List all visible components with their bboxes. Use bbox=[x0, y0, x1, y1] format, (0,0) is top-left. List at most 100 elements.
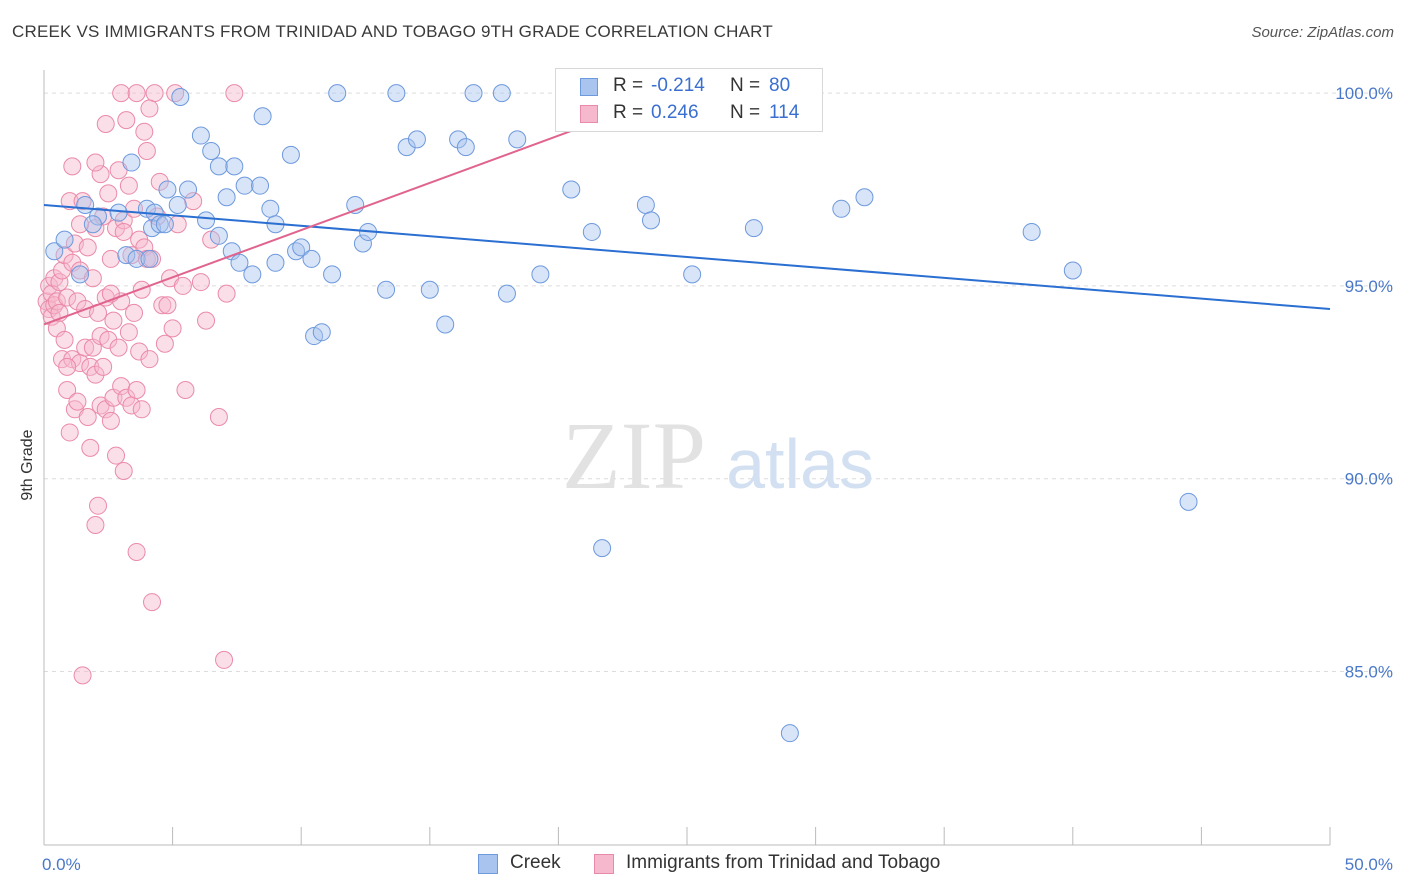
tt-point bbox=[101, 249, 120, 268]
creek-point bbox=[744, 219, 763, 238]
creek-point bbox=[197, 211, 216, 230]
tt-point bbox=[132, 400, 151, 419]
tt-point bbox=[78, 408, 97, 427]
tt-point bbox=[94, 207, 113, 226]
tt-point bbox=[112, 377, 131, 396]
tt-point bbox=[163, 319, 182, 338]
creek-point bbox=[179, 180, 198, 199]
tt-point bbox=[127, 381, 146, 400]
tt-point bbox=[99, 330, 118, 349]
tt-point bbox=[94, 357, 113, 376]
creek-point bbox=[531, 265, 550, 284]
legend-label-creek: Creek bbox=[510, 852, 561, 873]
tt-point bbox=[81, 438, 100, 457]
creek-point bbox=[83, 215, 102, 234]
creek-point bbox=[251, 176, 270, 195]
tt-point bbox=[197, 311, 216, 330]
source-label: Source: ZipAtlas.com bbox=[1251, 24, 1394, 41]
creek-point bbox=[407, 130, 426, 149]
creek-point bbox=[225, 157, 244, 176]
tt-point bbox=[107, 446, 126, 465]
creek-point bbox=[243, 265, 262, 284]
tt-point bbox=[119, 176, 138, 195]
tt-point bbox=[58, 288, 77, 307]
creek-point bbox=[122, 153, 141, 172]
creek-point bbox=[155, 215, 174, 234]
tt-point bbox=[101, 411, 120, 430]
tt-point bbox=[215, 650, 234, 669]
creek-point bbox=[497, 284, 516, 303]
tt-point bbox=[112, 84, 131, 103]
tt-point bbox=[209, 408, 228, 427]
tt-point bbox=[53, 261, 72, 280]
tt-point bbox=[117, 111, 136, 130]
tt-point bbox=[86, 515, 105, 534]
creek-point bbox=[71, 265, 90, 284]
creek-point bbox=[464, 84, 483, 103]
creek-point bbox=[377, 280, 396, 299]
creek-point bbox=[397, 138, 416, 157]
tt-point bbox=[68, 292, 87, 311]
y-tick-label: 95.0% bbox=[1345, 277, 1393, 296]
creek-swatch bbox=[478, 854, 498, 874]
tt-point bbox=[86, 153, 105, 172]
legend-r-label: R = bbox=[613, 75, 644, 96]
creek-point bbox=[683, 265, 702, 284]
tt-point bbox=[68, 392, 87, 411]
tt-point bbox=[176, 381, 195, 400]
tt-point bbox=[114, 222, 133, 241]
creek-point bbox=[127, 249, 146, 268]
creek-point bbox=[449, 130, 468, 149]
tt-point bbox=[71, 215, 90, 234]
legend-n-label: N = bbox=[730, 102, 761, 123]
creek-point bbox=[230, 253, 249, 272]
tt-point bbox=[96, 114, 115, 133]
tt-point bbox=[73, 666, 92, 685]
creek-point bbox=[636, 195, 655, 214]
tt-point bbox=[217, 284, 236, 303]
tt-point bbox=[104, 311, 123, 330]
creek-point bbox=[323, 265, 342, 284]
creek-point bbox=[855, 188, 874, 207]
tt-point bbox=[135, 122, 154, 141]
tt-point bbox=[91, 165, 110, 184]
tt-point bbox=[127, 84, 146, 103]
tt-point bbox=[132, 280, 151, 299]
creek-swatch bbox=[580, 78, 598, 96]
y-tick-label: 85.0% bbox=[1345, 662, 1393, 681]
creek-point bbox=[209, 157, 228, 176]
tt-point bbox=[86, 365, 105, 384]
x-tick-label: 0.0% bbox=[42, 855, 81, 874]
creek-point bbox=[117, 246, 136, 265]
creek-point bbox=[209, 226, 228, 245]
creek-point bbox=[562, 180, 581, 199]
tt-point bbox=[143, 593, 162, 612]
tt-point bbox=[137, 141, 156, 160]
tt-point bbox=[173, 276, 192, 295]
creek-point bbox=[456, 138, 475, 157]
chart-title: CREEK VS IMMIGRANTS FROM TRINIDAD AND TO… bbox=[12, 22, 773, 41]
creek-point bbox=[281, 145, 300, 164]
creek-point bbox=[171, 87, 190, 106]
creek-point bbox=[436, 315, 455, 334]
creek-point bbox=[302, 249, 321, 268]
creek-point bbox=[387, 84, 406, 103]
tt-point bbox=[78, 238, 97, 257]
tt-point bbox=[60, 423, 79, 442]
creek-point bbox=[1179, 492, 1198, 511]
tt-point bbox=[55, 330, 74, 349]
y-tick-label: 100.0% bbox=[1335, 84, 1393, 103]
creek-point bbox=[508, 130, 527, 149]
creek-point bbox=[328, 84, 347, 103]
tt-point bbox=[150, 172, 169, 191]
y-axis-label: 9th Grade bbox=[19, 429, 36, 500]
creek-point bbox=[266, 253, 285, 272]
tt-swatch bbox=[594, 854, 614, 874]
legend-n-label: N = bbox=[730, 75, 761, 96]
creek-point bbox=[261, 199, 280, 218]
tt-point bbox=[63, 157, 82, 176]
creek-point bbox=[292, 238, 311, 257]
creek-point bbox=[1022, 222, 1041, 241]
tt-point bbox=[47, 292, 66, 311]
